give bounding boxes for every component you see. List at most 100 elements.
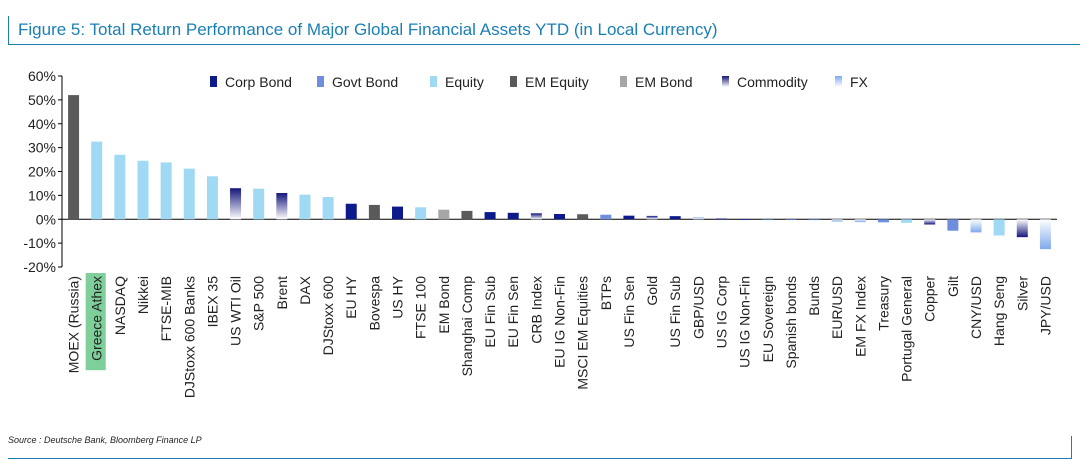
bar-ftse-100 <box>415 207 427 220</box>
bar-jpy-usd <box>1039 219 1051 250</box>
bar-msci-em-equities <box>577 214 589 220</box>
x-tick-label: IBEX 35 <box>204 276 220 328</box>
legend-label-commodity: Commodity <box>737 74 808 90</box>
x-tick-label: Spanish bonds <box>783 276 799 369</box>
x-tick-label: CRB Index <box>528 276 544 344</box>
legend-swatch-corp-bond <box>210 76 217 87</box>
bar-gold <box>646 215 658 220</box>
x-tick-label: MSCI EM Equities <box>575 276 591 390</box>
x-tick-label: US IG Non-Fin <box>737 276 753 368</box>
legend-swatch-equity <box>430 76 437 87</box>
x-tick-label: EU Fin Sub <box>482 276 498 348</box>
x-tick-label: DJStoxx 600 Banks <box>181 276 197 398</box>
bottom-accent-bar <box>1071 436 1072 458</box>
bar-us-ig-corp <box>715 218 727 220</box>
x-tick-label: EU Fin Sen <box>505 276 521 348</box>
highlight-box <box>85 273 106 371</box>
legend-swatch-fx <box>835 76 842 87</box>
x-tick-label: JPY/USD <box>1037 276 1053 335</box>
x-tick-label: Treasury <box>875 276 891 331</box>
x-tick-label: DJStoxx 600 <box>320 276 336 356</box>
y-axis: 60% 50% 40% 30% 20% 10% 0% -10% -20% <box>23 68 1057 275</box>
x-tick-label: MOEX (Russia) <box>66 276 82 373</box>
figure-title: Figure 5: Total Return Performance of Ma… <box>18 20 718 39</box>
x-tick-label: Silver <box>1014 276 1030 311</box>
bar-ftse-mib <box>160 162 172 220</box>
legend: Corp Bond Govt Bond Equity EM Equity EM Bond… <box>210 74 869 90</box>
y-tick-label: 50% <box>28 92 56 108</box>
x-tick-label: US HY <box>390 275 406 318</box>
bar-copper <box>924 219 936 225</box>
x-tick-label: Nikkei <box>135 276 151 314</box>
legend-label-em-bond: EM Bond <box>635 74 693 90</box>
bar-nasdaq <box>114 154 126 220</box>
bar-portugal-general <box>901 219 913 223</box>
x-tick-label: Portugal General <box>899 276 915 382</box>
bar-gilt <box>947 219 959 231</box>
x-tick-label: S&P 500 <box>251 276 267 331</box>
y-tick-label: -10% <box>23 235 56 251</box>
legend-label-govt-bond: Govt Bond <box>332 74 398 90</box>
x-tick-label: EU IG Non-Fin <box>552 276 568 368</box>
bottom-rule <box>8 458 1072 459</box>
bar-s-p-500 <box>253 188 265 220</box>
bar-treasury <box>877 219 889 223</box>
legend-label-equity: Equity <box>445 74 484 90</box>
bar-brent <box>276 192 288 220</box>
bar-ibex-35 <box>206 176 218 220</box>
title-accent-bar <box>8 16 9 44</box>
y-tick-label: 60% <box>28 68 56 84</box>
x-tick-label: Bunds <box>806 276 822 316</box>
x-axis-labels: MOEX (Russia) Greece Athex NASDAQ Nikkei FTS… <box>66 273 1053 398</box>
title-rule <box>8 44 1080 45</box>
x-tick-label: FTSE 100 <box>413 276 429 339</box>
legend-swatch-em-bond <box>620 76 627 87</box>
bar-moex-russia <box>68 95 80 220</box>
bar-shanghai-comp <box>461 210 473 220</box>
bars-group <box>68 95 1051 250</box>
x-tick-label: CNY/USD <box>968 276 984 339</box>
x-tick-label: EU Sovereign <box>760 276 776 362</box>
y-tick-label: 10% <box>28 187 56 203</box>
bar-bovespa <box>368 204 380 220</box>
bar-bunds <box>808 219 820 221</box>
bar-us-ig-non-fin <box>739 219 751 220</box>
bar-em-bond <box>438 209 450 220</box>
bar-nikkei <box>137 160 149 220</box>
bar-eur-usd <box>831 219 843 222</box>
x-tick-label: Copper <box>922 276 938 322</box>
legend-label-corp-bond: Corp Bond <box>225 74 292 90</box>
bar-us-hy <box>392 206 404 220</box>
bar-gbp-usd <box>692 217 704 220</box>
bar-eu-sovereign <box>762 219 774 221</box>
x-tick-label: Hang Seng <box>991 276 1007 346</box>
bar-btps <box>600 214 612 220</box>
bar-eu-hy <box>345 203 357 220</box>
legend-swatch-govt-bond <box>317 76 324 87</box>
legend-swatch-em-equity <box>510 76 517 87</box>
legend-label-em-equity: EM Equity <box>525 74 589 90</box>
bar-em-fx-index <box>854 219 866 223</box>
x-tick-label: Bovespa <box>366 276 382 331</box>
x-tick-label: Greece Athex <box>89 276 105 361</box>
legend-label-fx: FX <box>850 74 869 90</box>
x-tick-label: DAX <box>297 275 313 304</box>
x-tick-label: US IG Corp <box>713 276 729 349</box>
bar-us-wti-oil <box>230 188 242 220</box>
bar-spanish-bonds <box>785 219 797 221</box>
bar-djstoxx-600 <box>322 197 334 220</box>
bar-cny-usd <box>970 219 982 233</box>
bar-greece-athex <box>91 141 103 220</box>
x-tick-label: Brent <box>274 276 290 310</box>
y-tick-label: 0% <box>36 211 56 227</box>
bar-chart: 60% 50% 40% 30% 20% 10% 0% -10% -20% MOEX (Russi… <box>23 68 1057 398</box>
y-tick-label: -20% <box>23 259 56 275</box>
y-tick-label: 30% <box>28 140 56 156</box>
bar-us-fin-sen <box>623 215 635 220</box>
bar-crb-index <box>530 213 542 220</box>
bar-eu-fin-sen <box>507 212 519 220</box>
bar-dax <box>299 194 311 220</box>
x-tick-label: EU HY <box>343 275 359 318</box>
bar-us-fin-sub <box>669 216 681 220</box>
legend-swatch-commodity <box>722 76 729 87</box>
